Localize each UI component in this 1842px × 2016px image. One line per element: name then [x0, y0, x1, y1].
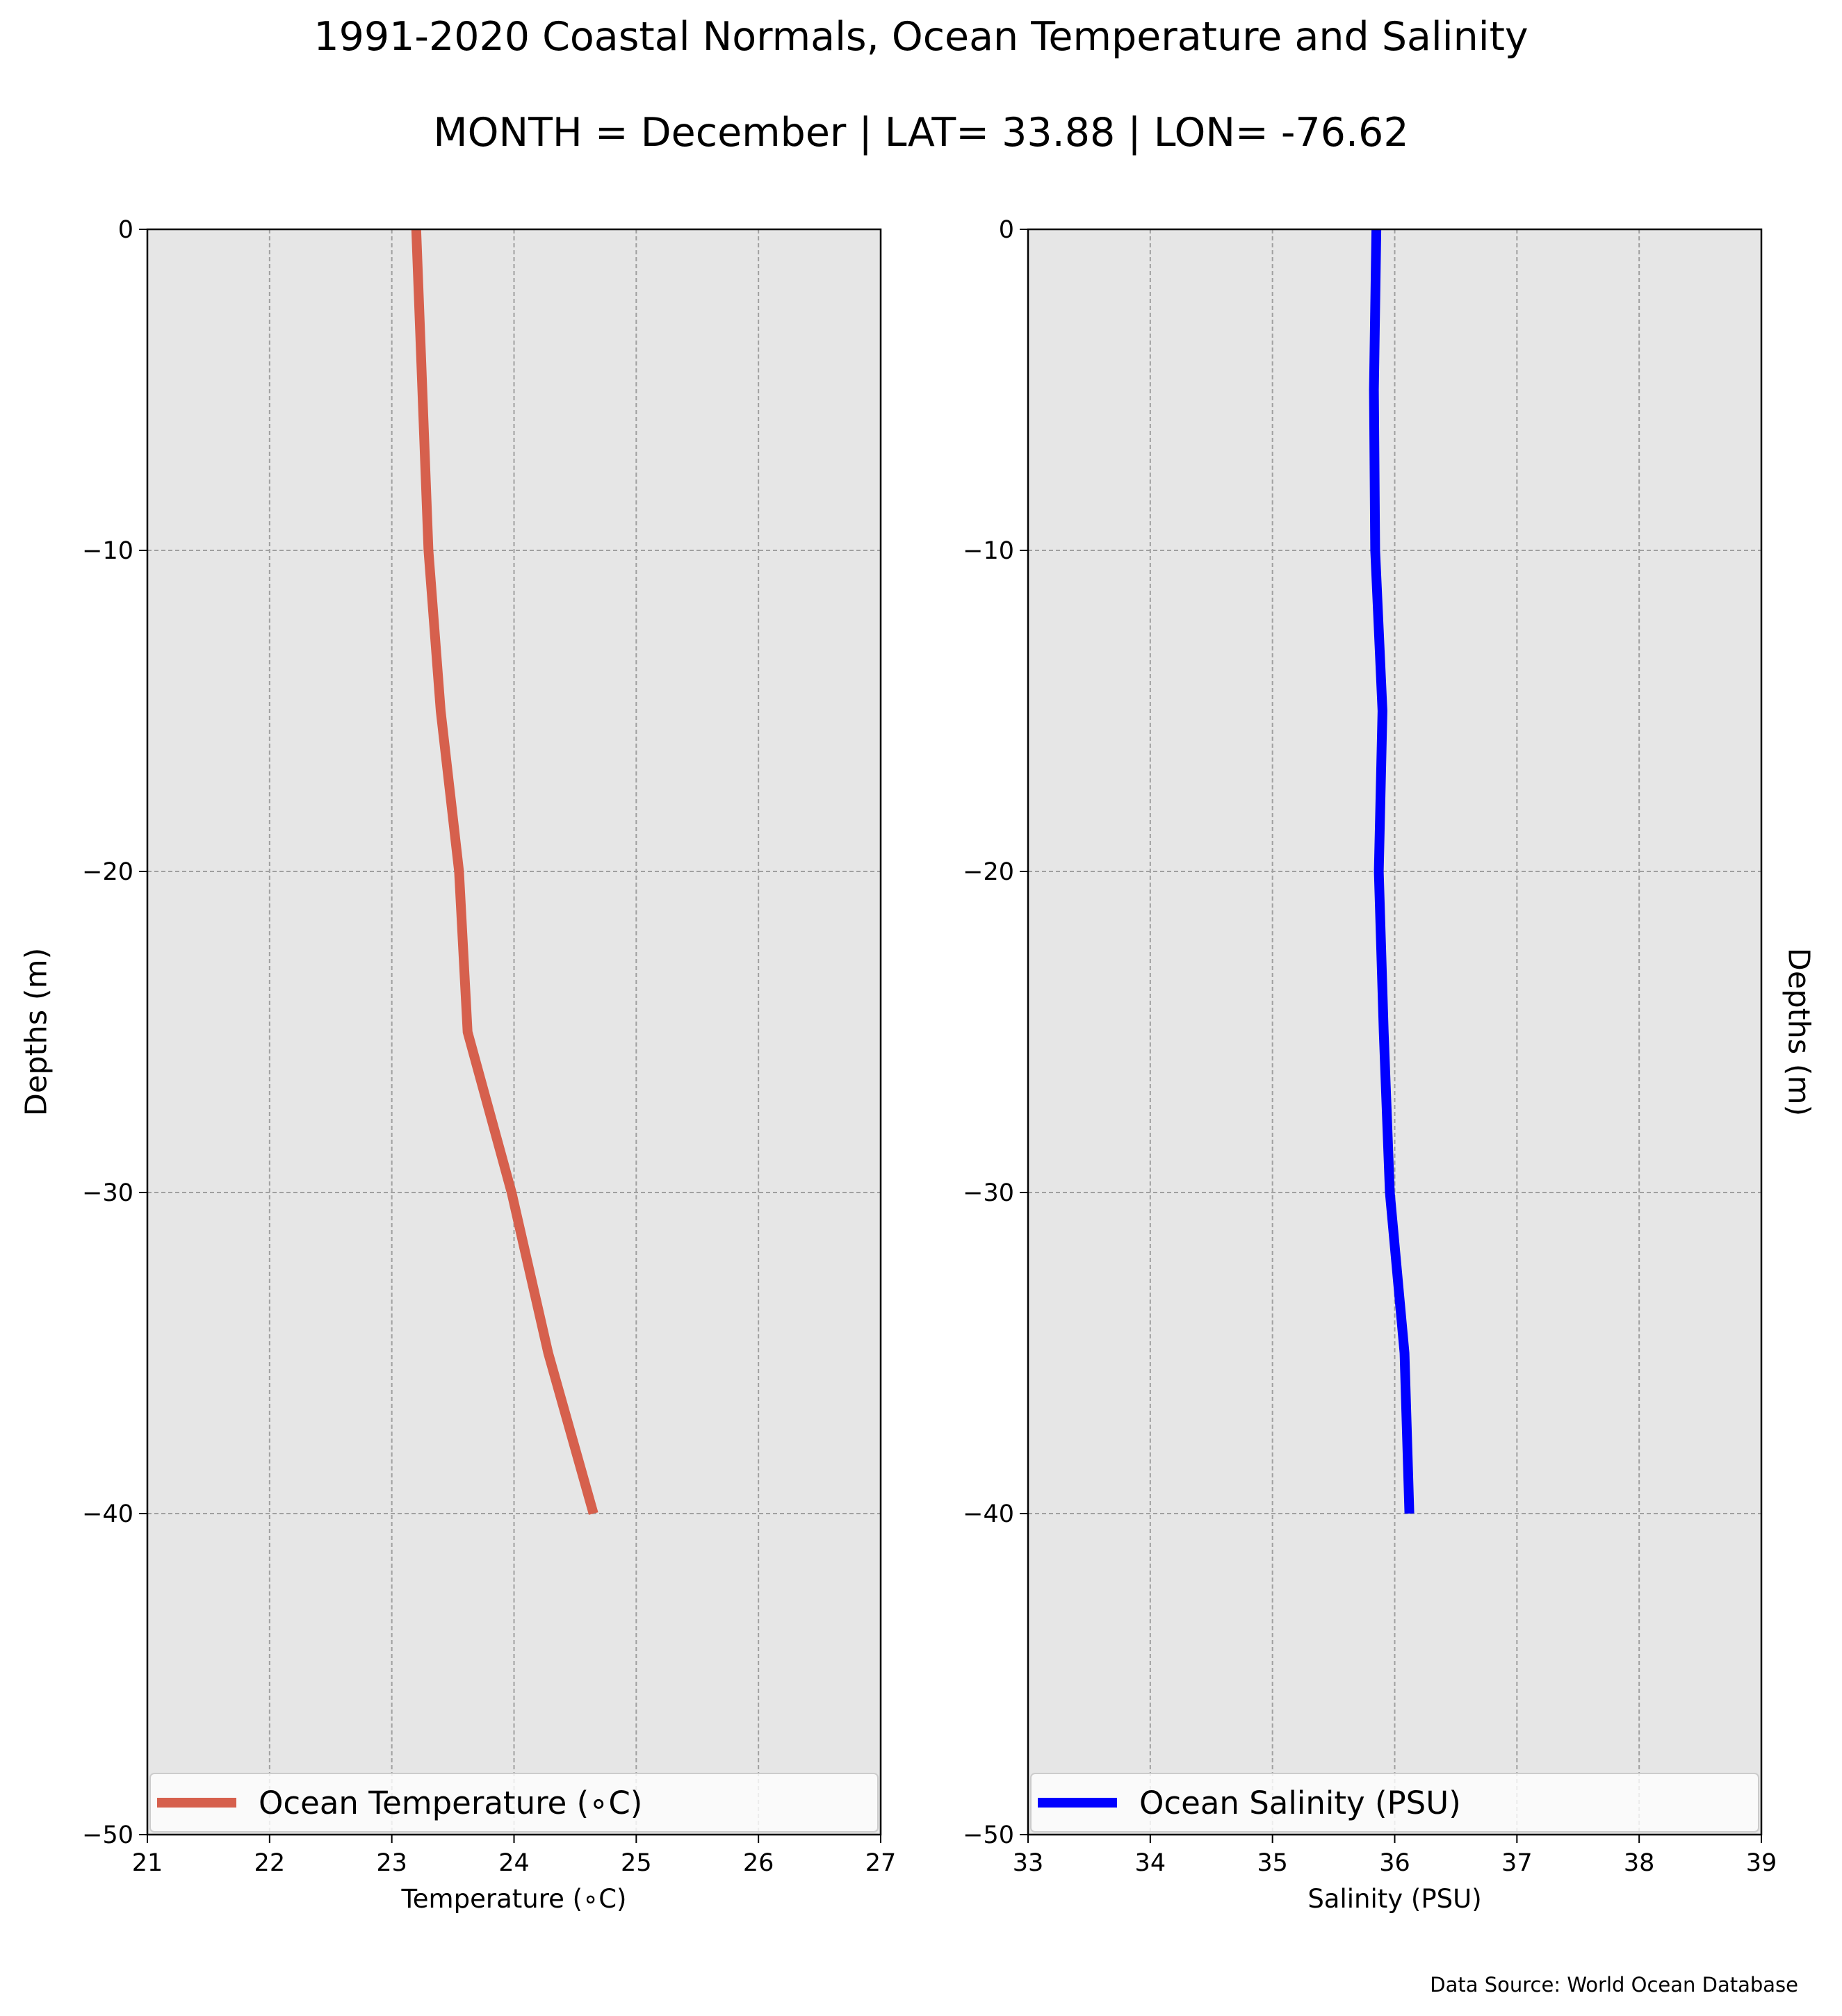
- legend: Ocean Temperature (∘C): [149, 1773, 879, 1833]
- x-axis-label: Temperature (∘C): [400, 1884, 626, 1914]
- salinity-panel: Ocean Salinity (PSU) 33 34 35 36 37 38 39 0 −10 −2…: [963, 216, 1816, 1914]
- x-tick-label: 27: [865, 1849, 897, 1877]
- y-tick-label: −30: [963, 1179, 1014, 1207]
- series-line: [1369, 229, 1415, 1514]
- legend-label: Ocean Temperature (∘C): [259, 1785, 642, 1821]
- x-tick-label: 22: [254, 1849, 286, 1877]
- x-tick-label: 33: [1013, 1849, 1044, 1877]
- data-source-note: Data Source: World Ocean Database: [1430, 1973, 1798, 1997]
- y-tick-label: −40: [963, 1500, 1014, 1528]
- y-tick-label: −10: [82, 537, 133, 565]
- x-tick-label: 36: [1379, 1849, 1410, 1877]
- series-line: [411, 229, 598, 1515]
- legend: Ocean Salinity (PSU): [1030, 1773, 1759, 1833]
- x-tick-label: 35: [1257, 1849, 1288, 1877]
- x-tick-label: 37: [1501, 1849, 1533, 1877]
- x-tick-label: 25: [621, 1849, 652, 1877]
- x-tick-label: 34: [1135, 1849, 1166, 1877]
- y-tick-label: −50: [82, 1821, 133, 1849]
- y-tick-label: 0: [999, 216, 1014, 244]
- x-tick-label: 39: [1746, 1849, 1777, 1877]
- x-tick-label: 24: [498, 1849, 530, 1877]
- y-tick-label: 0: [118, 216, 133, 244]
- x-tick-label: 26: [743, 1849, 774, 1877]
- legend-frame: [1030, 1773, 1759, 1833]
- y-tick-label: −30: [82, 1179, 133, 1207]
- x-tick-label: 21: [132, 1849, 163, 1877]
- temperature-panel: Ocean Temperature (∘C) 21 22 23 24 25 26 27 0 −10…: [19, 216, 897, 1914]
- y-axis-label: Depths (m): [19, 948, 54, 1116]
- y-axis-label: Depths (m): [1782, 948, 1816, 1116]
- x-axis-label: Salinity (PSU): [1307, 1884, 1481, 1914]
- legend-frame: [149, 1773, 879, 1833]
- y-tick-label: −40: [82, 1500, 133, 1528]
- y-tick-label: −20: [82, 858, 133, 886]
- legend-label: Ocean Salinity (PSU): [1139, 1785, 1461, 1821]
- chart-title: 1991-2020 Coastal Normals, Ocean Tempera…: [313, 14, 1529, 60]
- x-tick-label: 38: [1624, 1849, 1655, 1877]
- y-tick-label: −50: [963, 1821, 1014, 1849]
- x-tick-label: 23: [376, 1849, 407, 1877]
- y-tick-label: −20: [963, 858, 1014, 886]
- chart-subtitle: MONTH = December | LAT= 33.88 | LON= -76…: [433, 110, 1409, 156]
- y-tick-label: −10: [963, 537, 1014, 565]
